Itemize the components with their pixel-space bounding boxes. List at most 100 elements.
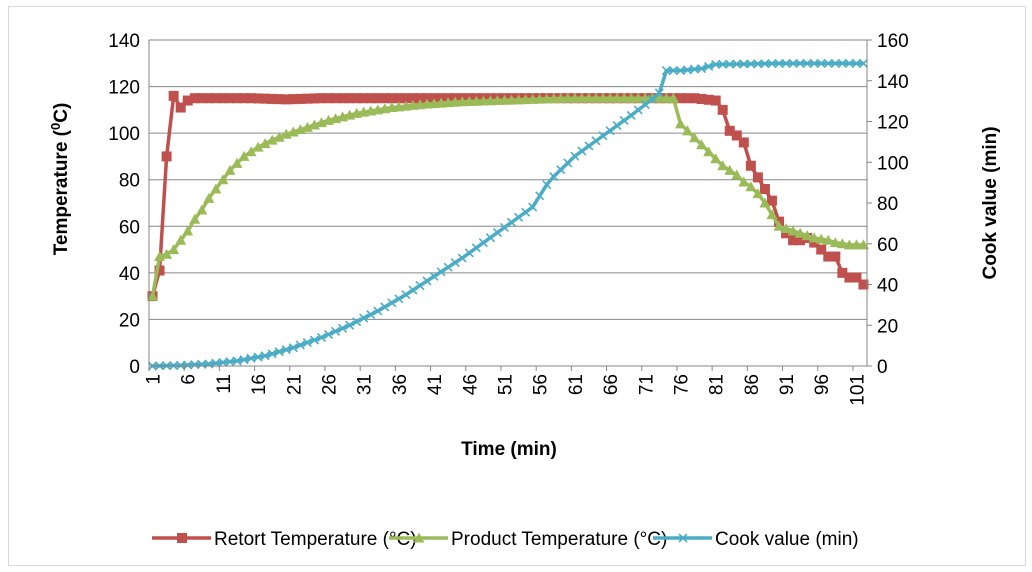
data-point-product-temperature <box>224 164 236 175</box>
y-left-tick-label: 60 <box>119 217 140 238</box>
data-point-cook-value <box>809 58 819 68</box>
data-point-cook-value <box>190 360 200 370</box>
data-point-retort-temperature <box>738 137 749 148</box>
data-point-cook-value <box>577 146 587 156</box>
y-right-tick-label: 160 <box>877 31 909 52</box>
data-point-cook-value <box>267 349 277 359</box>
data-point-product-temperature <box>555 92 567 103</box>
data-point-product-temperature <box>843 239 855 250</box>
data-point-cook-value <box>429 271 439 281</box>
y-right-tick-label: 60 <box>877 235 898 256</box>
data-point-product-temperature <box>231 157 243 168</box>
data-point-product-temperature <box>674 118 686 129</box>
data-point-cook-value <box>401 290 411 300</box>
x-tick-label: 31 <box>355 374 376 395</box>
data-point-cook-value <box>697 63 707 74</box>
data-point-cook-value <box>633 105 643 115</box>
data-point-cook-value <box>668 65 678 76</box>
data-point-cook-value <box>591 136 601 146</box>
data-point-cook-value <box>359 313 369 323</box>
data-point-retort-temperature <box>168 90 179 101</box>
data-point-cook-value <box>767 58 777 69</box>
data-point-product-temperature <box>498 94 510 105</box>
y-left-tick-label: 0 <box>129 357 140 378</box>
series-product-temperature <box>147 92 869 301</box>
data-point-product-temperature <box>259 138 271 149</box>
data-point-cook-value <box>661 65 671 76</box>
y-right-tick-label: 20 <box>877 316 898 337</box>
data-point-cook-value <box>408 285 418 295</box>
x-tick-label: 101 <box>847 374 868 406</box>
data-point-product-temperature <box>618 92 630 103</box>
chart-frame: 0 20 40 60 80 100 120 140 0 20 40 60 80 100 120 140 160 1… <box>8 6 1026 566</box>
data-point-cook-value <box>345 320 355 330</box>
data-point-cook-value <box>535 191 545 201</box>
data-point-product-temperature <box>808 232 820 243</box>
x-tick-label: 76 <box>671 374 692 395</box>
data-point-product-temperature <box>787 225 799 236</box>
x-tick-label: 96 <box>812 374 833 395</box>
y-left-tick-label: 120 <box>108 78 140 99</box>
data-point-product-temperature <box>147 290 159 301</box>
data-point-product-temperature <box>850 239 862 250</box>
data-point-product-temperature <box>273 131 285 142</box>
data-point-cook-value <box>309 335 319 345</box>
data-point-cook-value <box>598 131 608 141</box>
legend-item-retort-temperature: Retort Temperature (°C) <box>152 529 417 550</box>
y-left-tick-label: 140 <box>108 31 140 52</box>
x-axis-title: Time (min) <box>461 439 557 460</box>
data-point-product-temperature <box>703 146 715 157</box>
data-point-product-temperature <box>696 139 708 150</box>
data-point-cook-value <box>732 59 742 69</box>
data-point-cook-value <box>774 58 784 68</box>
data-point-product-temperature <box>562 92 574 103</box>
data-point-cook-value <box>563 158 573 168</box>
data-point-cook-value <box>387 298 397 308</box>
data-point-cook-value <box>739 59 749 69</box>
data-point-retort-temperature <box>161 151 172 162</box>
data-point-product-temperature <box>836 238 848 249</box>
data-point-cook-value <box>513 212 524 222</box>
y-right-tick-label: 40 <box>877 276 898 297</box>
data-point-product-temperature <box>548 93 560 104</box>
data-point-cook-value <box>640 99 650 110</box>
data-point-cook-value <box>478 238 488 248</box>
y-right-tick-label: 120 <box>877 113 909 134</box>
y-left-tick-label: 100 <box>108 124 140 145</box>
x-tick-label: 51 <box>495 374 516 395</box>
data-point-cook-value <box>570 151 580 161</box>
gridlines <box>149 39 867 367</box>
data-point-retort-temperature <box>710 95 721 106</box>
data-point-cook-value <box>725 59 735 69</box>
data-point-product-temperature <box>710 153 722 164</box>
data-point-product-temperature <box>590 92 602 103</box>
legend-marker <box>413 532 425 543</box>
data-point-cook-value <box>823 58 833 68</box>
data-point-cook-value <box>802 58 812 68</box>
data-point-retort-temperature <box>759 184 770 195</box>
legend-label: Retort Temperature (°C) <box>214 529 417 550</box>
data-point-product-temperature <box>731 169 743 180</box>
data-point-cook-value <box>499 222 510 233</box>
y-axis-right-title: Cook value (min) <box>980 126 1001 279</box>
series-line-cook-value <box>152 61 864 368</box>
x-tick-label: 16 <box>249 374 270 395</box>
data-point-product-temperature <box>604 92 616 103</box>
data-point-product-temperature <box>682 125 693 136</box>
data-point-product-temperature <box>660 92 672 103</box>
x-tick-label: 11 <box>214 374 235 394</box>
data-point-cook-value <box>753 59 763 69</box>
data-point-retort-temperature <box>851 272 862 283</box>
data-point-product-temperature <box>653 92 665 103</box>
data-point-product-temperature <box>217 174 229 185</box>
data-point-product-temperature <box>168 244 180 255</box>
data-point-cook-value <box>781 58 791 68</box>
data-point-cook-value <box>760 59 770 69</box>
data-point-product-temperature <box>780 223 792 234</box>
data-point-retort-temperature <box>745 160 756 171</box>
data-point-product-temperature <box>463 95 475 106</box>
x-tick-label: 61 <box>566 374 587 395</box>
data-point-cook-value <box>288 343 298 353</box>
data-point-product-temperature <box>576 92 588 103</box>
y-left-tick-label: 80 <box>119 171 140 192</box>
